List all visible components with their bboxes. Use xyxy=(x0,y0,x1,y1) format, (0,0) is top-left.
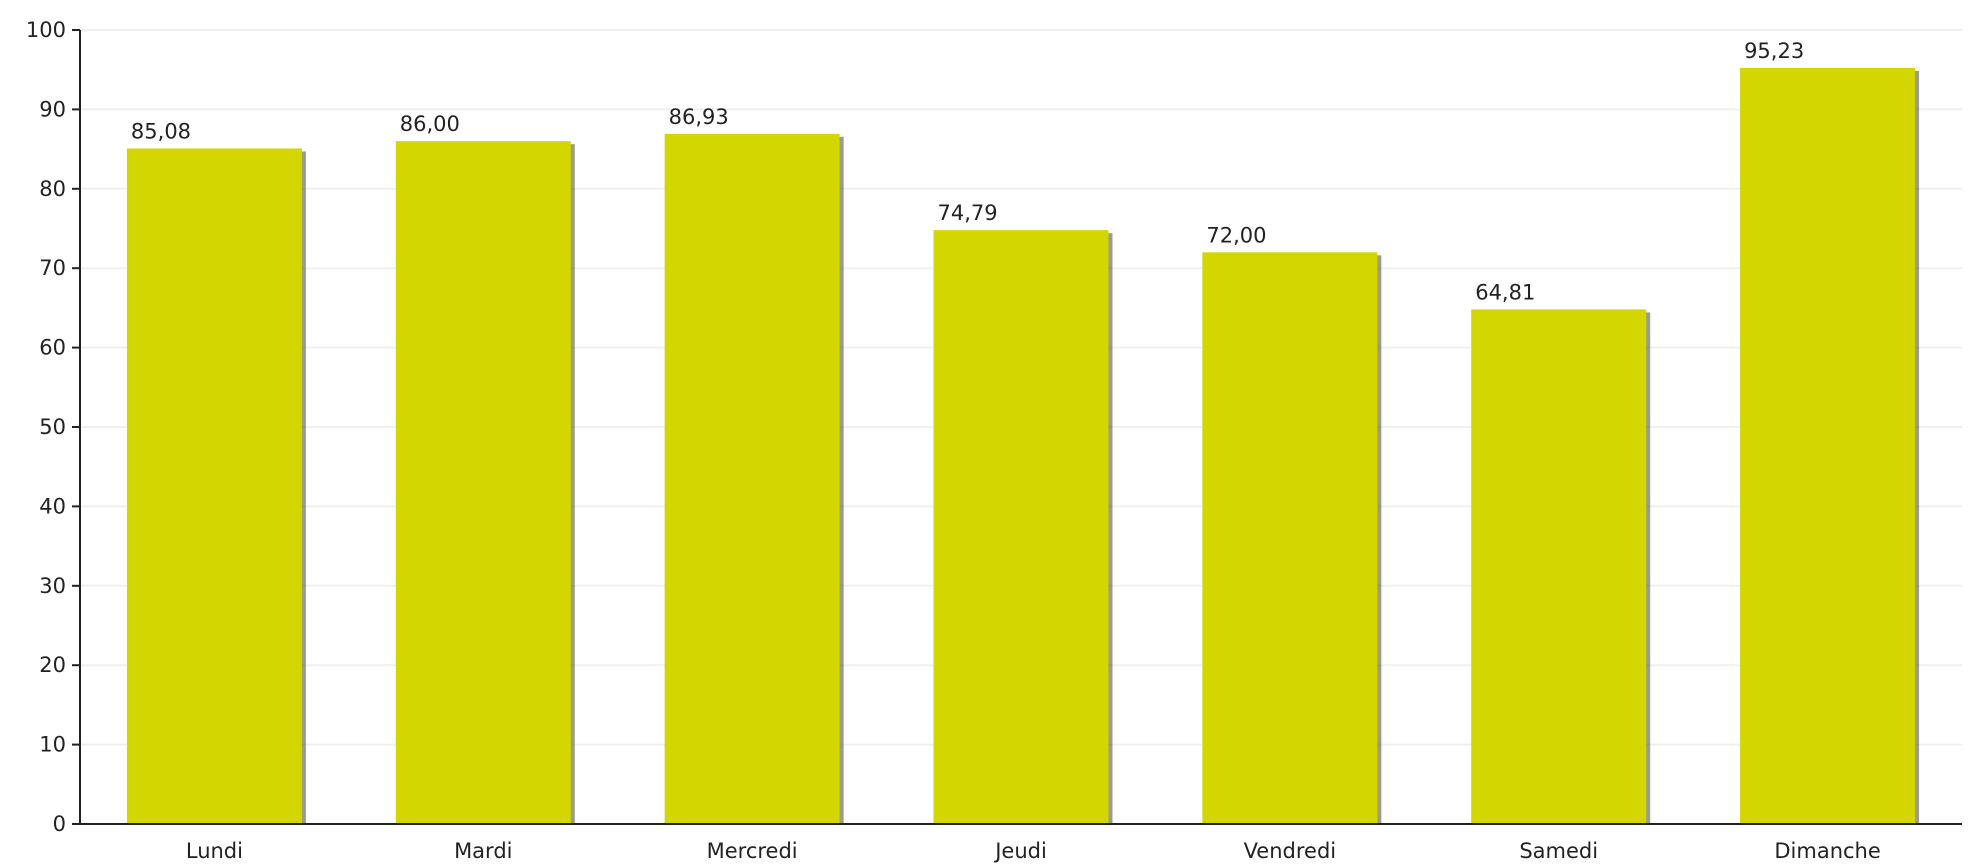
data-label: 74,79 xyxy=(938,201,998,225)
y-tick-label: 0 xyxy=(53,812,66,836)
y-tick-labels: 0 10 20 30 40 50 60 70 80 90 100 xyxy=(26,18,66,836)
bar xyxy=(1471,309,1647,825)
data-label: 86,00 xyxy=(400,112,460,136)
y-tick-label: 100 xyxy=(26,18,66,42)
data-label: 72,00 xyxy=(1206,223,1266,247)
y-tick-label: 40 xyxy=(39,494,66,518)
bar xyxy=(933,230,1109,824)
bars xyxy=(126,67,1920,825)
x-category-labels: Lundi Mardi Mercredi Jeudi Vendredi Samedi Dim… xyxy=(186,839,1881,863)
x-category-label: Vendredi xyxy=(1244,839,1337,863)
y-tick-label: 10 xyxy=(39,733,66,757)
y-tick-label: 80 xyxy=(39,177,66,201)
bar xyxy=(1740,67,1916,825)
data-label: 86,93 xyxy=(669,105,729,129)
x-category-label: Mardi xyxy=(454,839,512,863)
data-label: 64,81 xyxy=(1475,280,1535,304)
bar xyxy=(395,141,571,824)
y-tick-label: 60 xyxy=(39,336,66,360)
x-category-label: Samedi xyxy=(1519,839,1598,863)
data-label: 95,23 xyxy=(1744,39,1804,63)
x-category-label: Dimanche xyxy=(1774,839,1880,863)
y-tick-label: 20 xyxy=(39,653,66,677)
bar xyxy=(126,148,302,825)
axes xyxy=(72,29,1962,825)
y-tick-label: 50 xyxy=(39,415,66,439)
y-tick-label: 30 xyxy=(39,574,66,598)
data-labels: 85,08 86,00 86,93 74,79 72,00 64,81 95,23 xyxy=(131,39,1804,305)
bar xyxy=(664,133,840,824)
y-tick-label: 90 xyxy=(39,97,66,121)
bar xyxy=(1202,252,1378,824)
x-category-label: Lundi xyxy=(186,839,243,863)
x-category-label: Mercredi xyxy=(707,839,798,863)
y-tick-label: 70 xyxy=(39,256,66,280)
x-category-label: Jeudi xyxy=(993,839,1047,863)
data-label: 85,08 xyxy=(131,119,191,143)
